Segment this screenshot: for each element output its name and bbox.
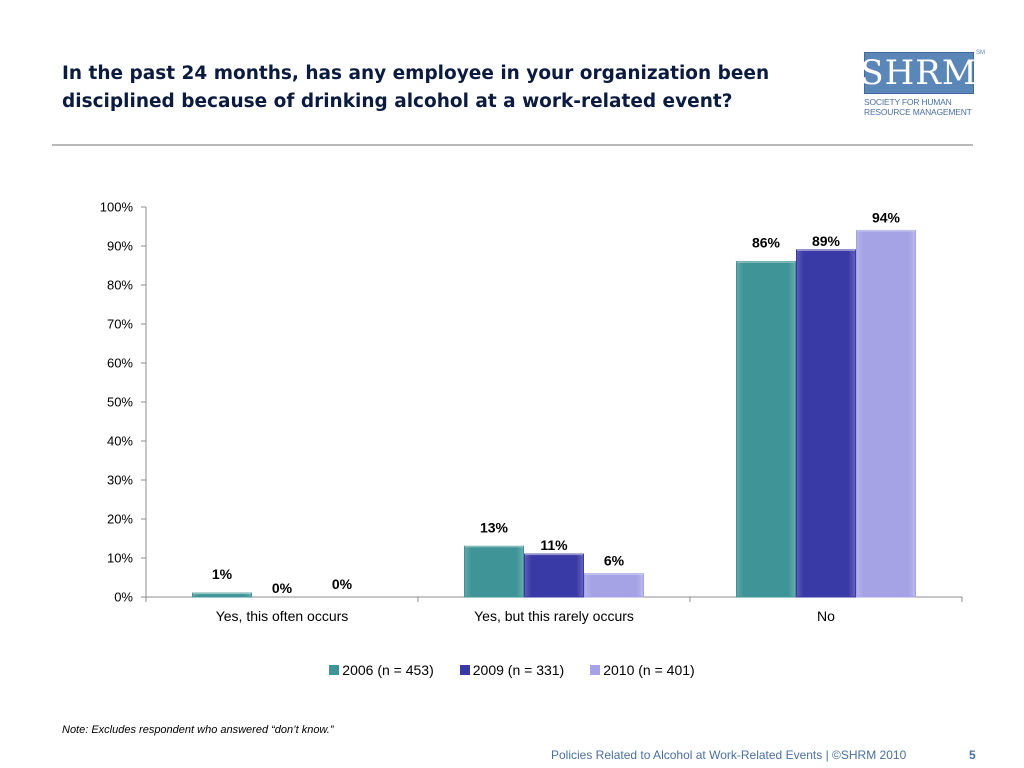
category-label: Yes, but this rarely occurs xyxy=(474,608,634,624)
page-number: 5 xyxy=(969,748,976,762)
y-tick-label: 10% xyxy=(107,551,133,566)
bar-1-0 xyxy=(464,545,524,598)
data-label-1-2: 6% xyxy=(604,553,625,569)
data-label-0-2: 0% xyxy=(332,576,353,592)
data-label-2-2: 94% xyxy=(872,209,901,225)
title-divider xyxy=(52,144,973,146)
bar-2-2 xyxy=(856,229,916,598)
y-tick-label: 0% xyxy=(114,590,133,605)
logo-subtitle: Society for Human Resource Management xyxy=(864,97,976,117)
legend-swatch xyxy=(590,665,601,675)
logo-word: SHRM xyxy=(860,53,978,93)
y-tick-label: 80% xyxy=(107,278,133,293)
legend-item: 2009 (n = 331) xyxy=(459,660,565,680)
chart-legend: 2006 (n = 453) 2009 (n = 331) 2010 (n = 40… xyxy=(0,660,1024,680)
y-tick-label: 50% xyxy=(107,395,133,410)
data-label-0-0: 1% xyxy=(212,566,233,582)
bar-chart: 0% 10% 20% 30% 40% 50% 60% 70% 80% 90% 100% 1% 0% 0% Y… xyxy=(100,200,963,624)
legend-label: 2010 (n = 401) xyxy=(603,662,695,678)
y-tick-label: 90% xyxy=(107,239,133,254)
y-tick-label: 60% xyxy=(107,356,133,371)
data-label-2-1: 89% xyxy=(812,233,841,249)
legend-item: 2006 (n = 453) xyxy=(329,660,434,680)
legend-item: 2010 (n = 401) xyxy=(590,660,695,680)
data-label-1-1: 11% xyxy=(540,537,568,553)
bar-2-0 xyxy=(736,261,796,598)
legend-swatch xyxy=(329,665,340,675)
data-label-1-0: 13% xyxy=(480,519,509,535)
y-tick-label: 70% xyxy=(107,317,133,332)
bar-1-2 xyxy=(584,573,644,598)
y-tick-label: 40% xyxy=(107,434,133,449)
logo-box: SHRM xyxy=(860,52,977,94)
logo-subtitle-line2: Resource Management xyxy=(864,107,972,117)
logo-subtitle-line1: Society for Human xyxy=(864,97,952,107)
logo-trademark: SM xyxy=(976,50,985,56)
data-label-0-1: 0% xyxy=(272,580,293,596)
legend-label: 2009 (n = 331) xyxy=(472,662,565,678)
category-label: No xyxy=(817,608,835,624)
shrm-logo: SHRM SM Society for Human Resource Manag… xyxy=(860,50,985,122)
category-label: Yes, this often occurs xyxy=(216,608,349,624)
bar-2-1 xyxy=(796,249,856,598)
data-label-2-0: 86% xyxy=(752,235,781,251)
footer-text: Policies Related to Alcohol at Work-Rela… xyxy=(551,748,907,762)
y-tick-label: 20% xyxy=(107,512,133,527)
slide-title: In the past 24 months, has any employee … xyxy=(62,63,770,112)
legend-swatch xyxy=(459,665,470,675)
legend-label: 2006 (n = 453) xyxy=(342,662,434,678)
footnote: Note: Excludes respondent who answered “… xyxy=(62,724,334,736)
bar-1-1 xyxy=(524,553,584,598)
y-tick-label: 100% xyxy=(100,200,134,215)
y-tick-label: 30% xyxy=(107,473,133,488)
